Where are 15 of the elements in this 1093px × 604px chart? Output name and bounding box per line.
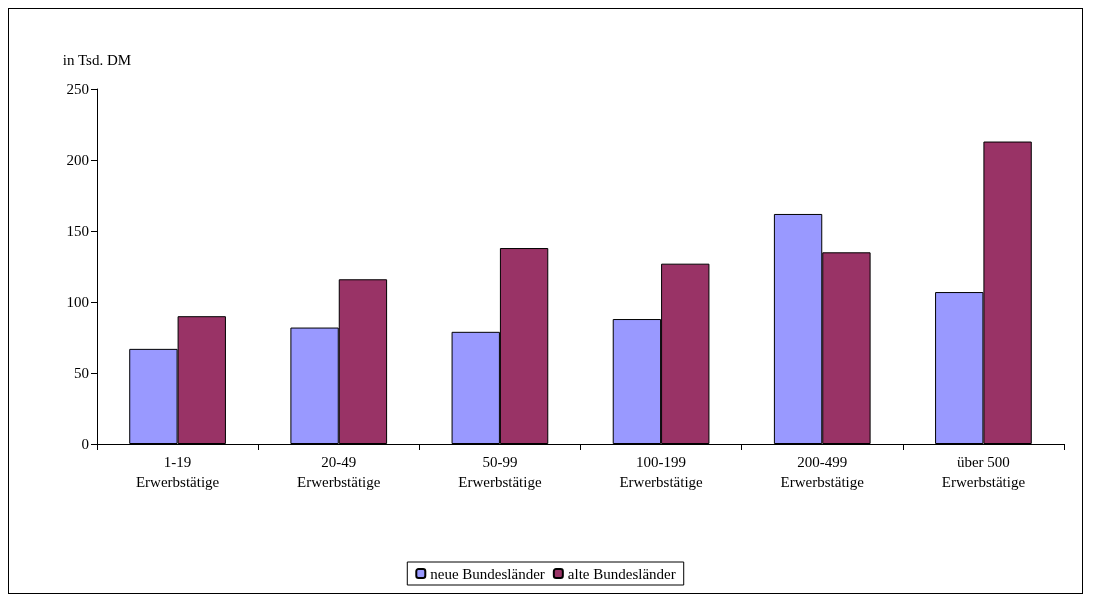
x-tick-label: 1-19 Erwerbstätige bbox=[135, 454, 220, 490]
x-tick-label: 200-499 Erwerbstätige bbox=[780, 454, 865, 490]
y-tick-label: 0 bbox=[81, 436, 89, 452]
y-tick-label: 100 bbox=[66, 294, 89, 310]
y-tick-label: 200 bbox=[66, 152, 89, 168]
legend-label: alte Bundesländer bbox=[567, 565, 676, 582]
x-tick-label: 50-99 Erwerbstätige bbox=[458, 454, 542, 490]
legend-label: neue Bundesländer bbox=[430, 565, 545, 582]
x-tick-label: 100-199 Erwerbstätige bbox=[619, 454, 704, 490]
y-tick-label: 150 bbox=[66, 223, 89, 239]
y-tick-label: 50 bbox=[74, 365, 89, 381]
x-tick-label: über 500 Erwerbstätige bbox=[941, 454, 1026, 490]
y-axis-title: in Tsd. DM bbox=[62, 51, 132, 68]
x-tick-label: 20-49 Erwerbstätige bbox=[297, 454, 381, 490]
y-tick-label: 250 bbox=[66, 81, 89, 97]
